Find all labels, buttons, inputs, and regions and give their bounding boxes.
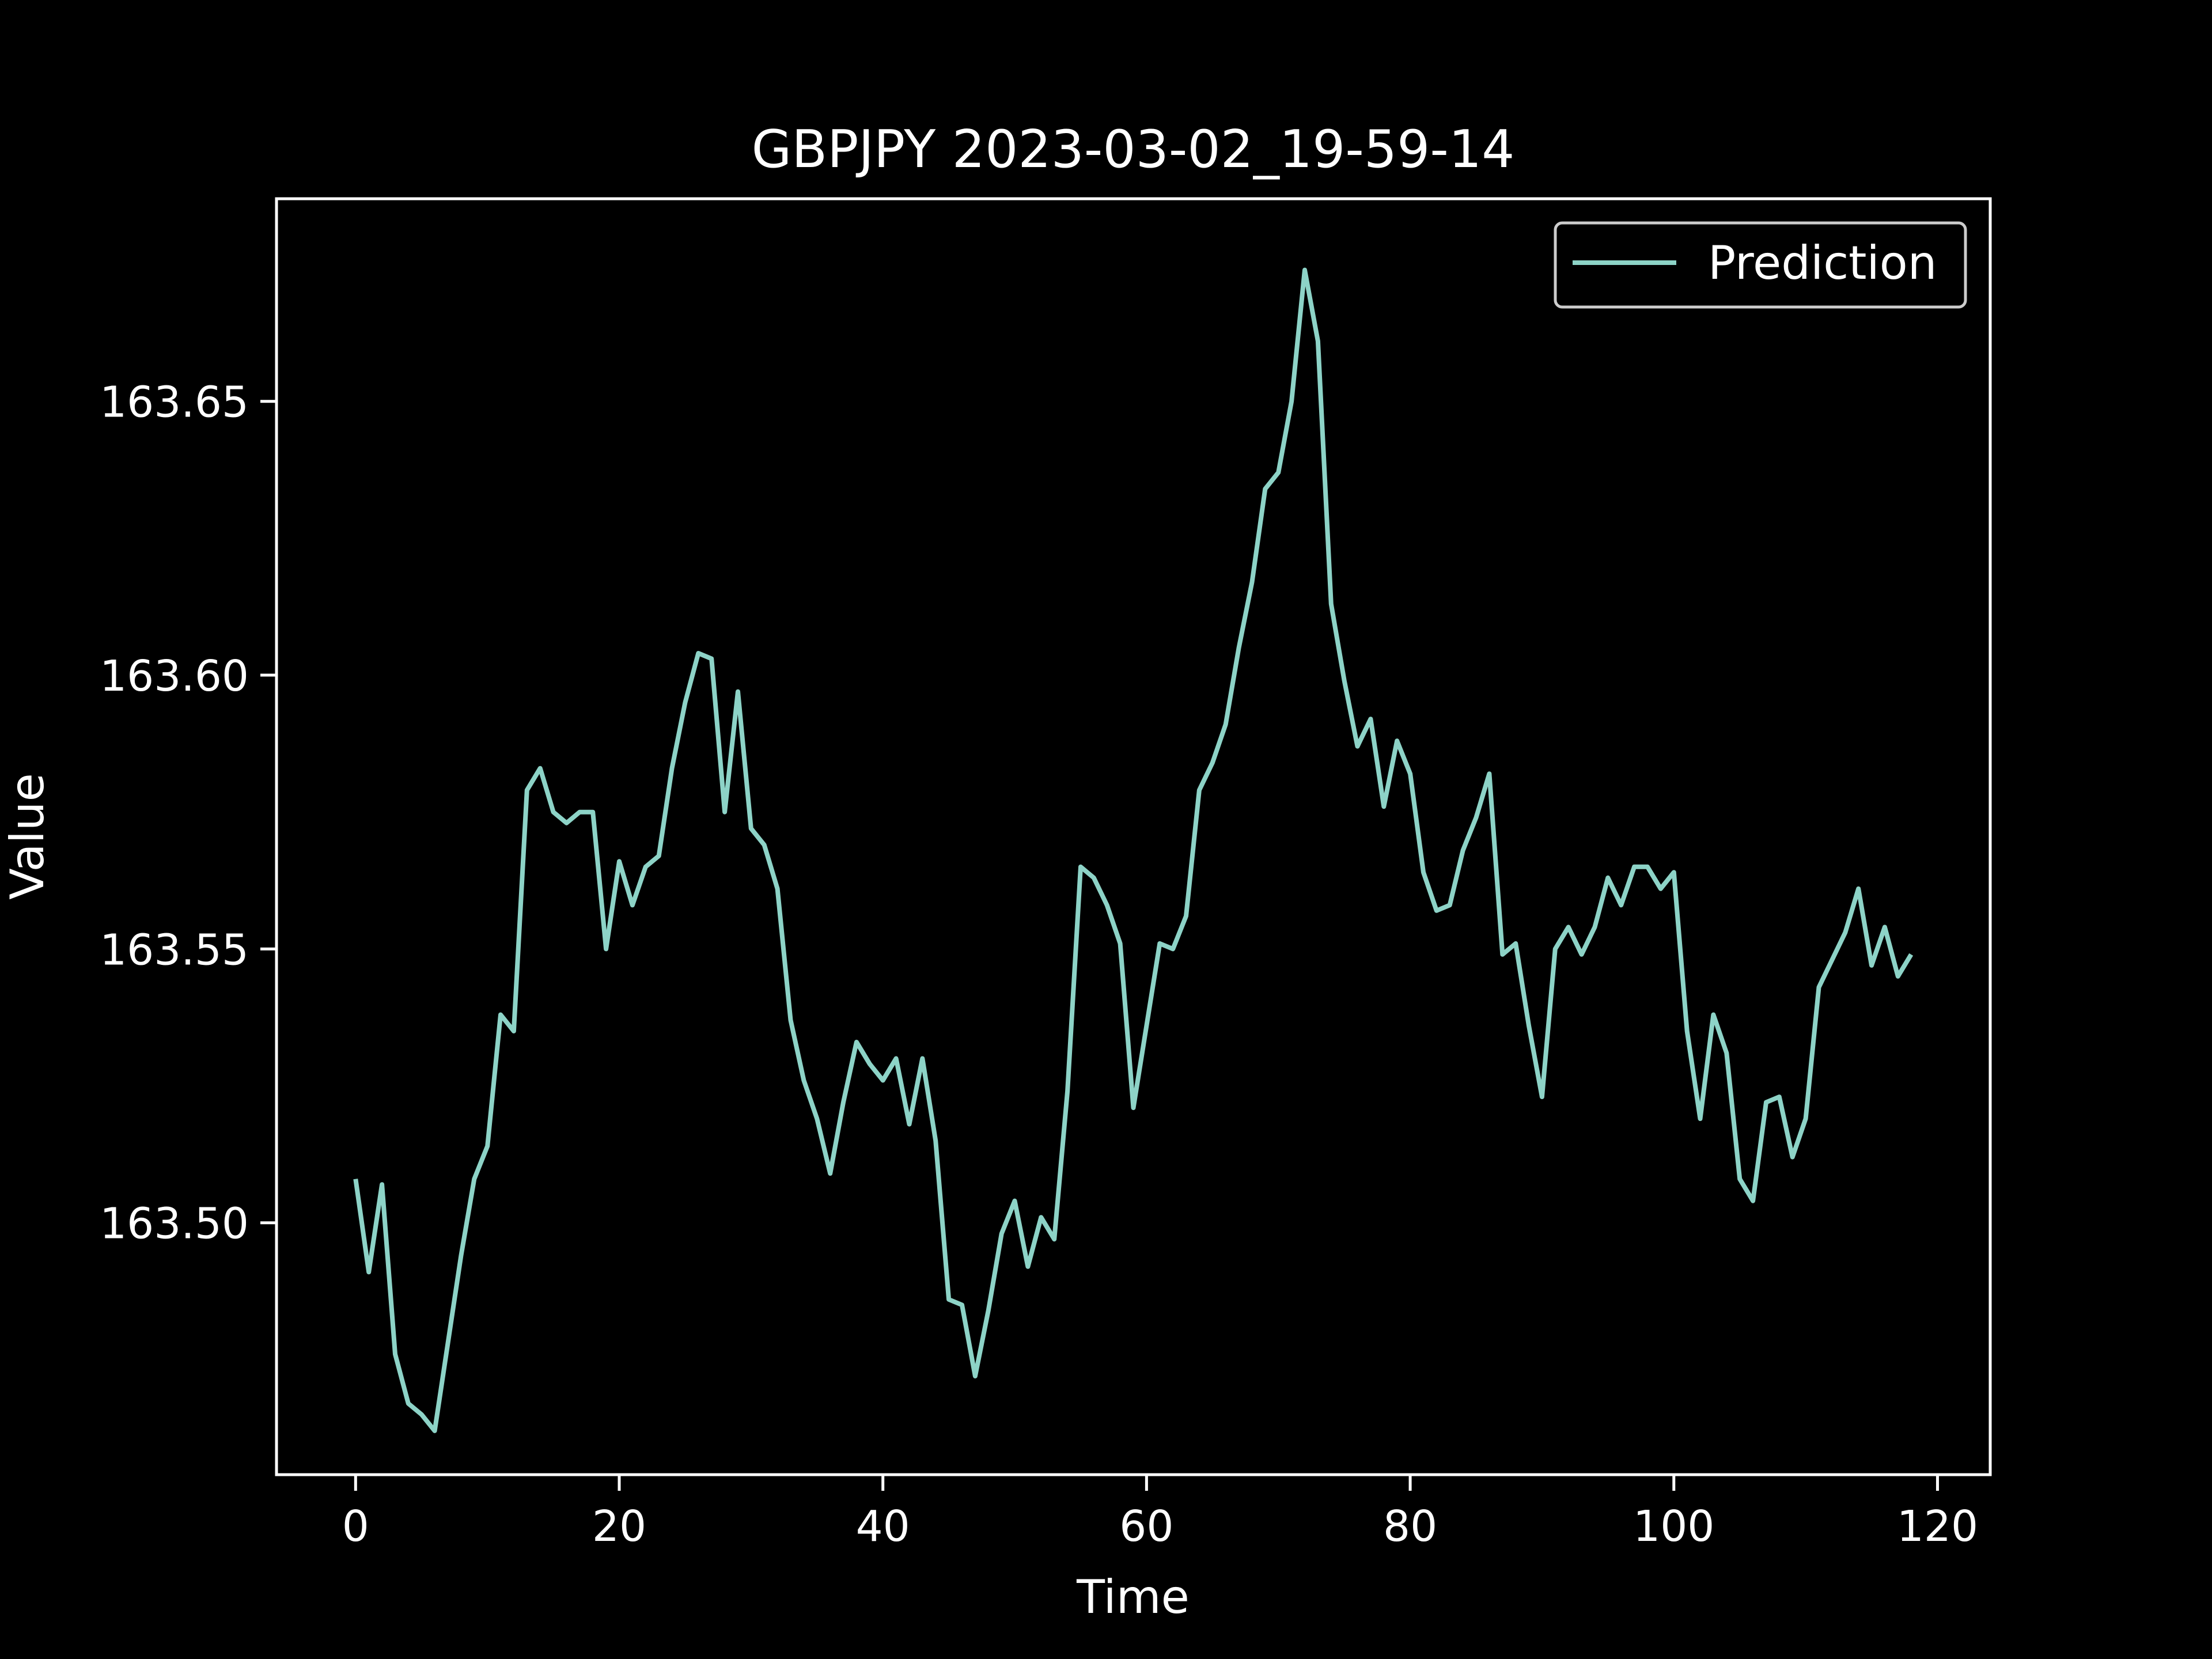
axes-frame	[275, 197, 1992, 1476]
x-tick-label: 60	[1119, 1502, 1173, 1551]
x-tick-label: 80	[1383, 1502, 1437, 1551]
x-tick-label: 20	[592, 1502, 646, 1551]
y-tick-label: 163.60	[100, 652, 249, 701]
legend-box	[1554, 221, 1967, 309]
x-tick-label: 120	[1897, 1502, 1978, 1551]
x-axis: 0 20 40 60 80 100 120	[342, 1475, 1978, 1551]
x-tick-label: 40	[856, 1502, 910, 1551]
y-tick-label: 163.50	[100, 1199, 249, 1249]
legend-label-prediction: Prediction	[1708, 236, 1937, 290]
plot-area	[353, 267, 1914, 1433]
y-tick-label: 163.65	[100, 378, 249, 427]
y-tick-label: 163.55	[100, 925, 249, 975]
x-tick-label: 0	[342, 1502, 369, 1551]
y-axis-label: Value	[1, 773, 54, 900]
x-axis-label: Time	[1076, 1570, 1190, 1624]
y-axis: 163.50 163.55 163.60 163.65	[100, 378, 276, 1249]
series-line-0	[353, 267, 1914, 1433]
chart-title: GBPJPY 2023-03-02_19-59-14	[752, 119, 1515, 180]
legend: Prediction	[1554, 221, 1967, 309]
x-tick-label: 100	[1633, 1502, 1714, 1551]
